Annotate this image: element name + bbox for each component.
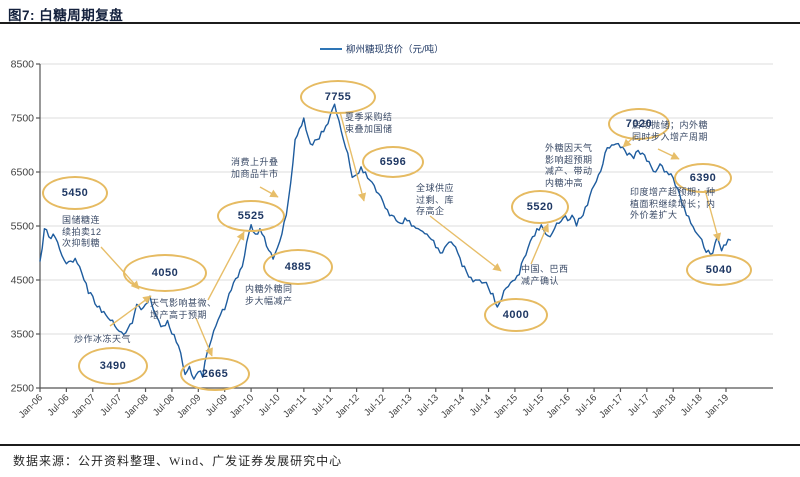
x-tick-label: Jul-15 — [520, 392, 546, 418]
y-tick-label: 7500 — [11, 113, 35, 125]
annotation-arrow — [109, 295, 152, 327]
x-tick-label: Jan-16 — [544, 392, 572, 420]
y-axis-labels: 8500 7500 6500 5500 4500 3500 2500 — [11, 59, 35, 395]
annotation-arrow — [704, 189, 722, 242]
legend-label: 柳州糖现货价（元/吨） — [346, 44, 444, 56]
x-tick-label: Jul-09 — [204, 392, 230, 418]
x-tick-label: Jul-11 — [310, 392, 336, 418]
annotation-arrow — [622, 134, 637, 148]
y-tick-label: 8500 — [11, 59, 35, 71]
x-tick-label: Jan-09 — [175, 392, 203, 420]
annotation-arrow — [657, 148, 680, 160]
x-tick-label: Jan-18 — [650, 392, 678, 420]
footer-rule — [0, 444, 800, 446]
y-tick-label: 5500 — [11, 221, 35, 233]
x-tick-label: Jul-07 — [98, 392, 124, 418]
x-tick-label: Jan-07 — [70, 392, 98, 420]
title-rule — [0, 22, 800, 24]
annotation-arrow — [195, 317, 213, 357]
y-tick-label: 3500 — [11, 329, 35, 341]
x-tick-label: Jul-14 — [468, 392, 494, 418]
annotation-arrow — [259, 186, 279, 198]
x-tick-label: Jul-12 — [362, 392, 388, 418]
x-tick-label: Jul-18 — [679, 392, 705, 418]
x-tick-label: Jul-06 — [45, 392, 71, 418]
x-tick-label: Jul-10 — [257, 392, 283, 418]
gridlines — [40, 63, 773, 335]
x-tick-label: Jan-12 — [333, 392, 361, 420]
annotation-arrow — [207, 231, 245, 301]
y-tick-label: 2500 — [11, 383, 35, 395]
x-tick-label: Jan-08 — [122, 392, 150, 420]
x-tick-label: Jan-06 — [17, 392, 45, 420]
y-tick-label: 6500 — [11, 167, 35, 179]
annotation-arrow — [429, 215, 502, 272]
x-tick-label: Jul-13 — [415, 392, 441, 418]
legend: 柳州糖现货价（元/吨） — [320, 44, 444, 56]
x-tick-label: Jul-17 — [626, 392, 652, 418]
axes — [36, 63, 773, 392]
x-tick-label: Jan-13 — [386, 392, 414, 420]
price-line — [39, 103, 732, 380]
figure-title: 图7: 白糖周期复盘 — [8, 8, 124, 23]
x-tick-label: Jan-15 — [492, 392, 520, 420]
x-tick-label: Jul-08 — [151, 392, 177, 418]
x-tick-label: Jan-14 — [439, 392, 467, 420]
source-note: 数据来源：公开资料整理、Wind、广发证券发展研究中心 — [13, 454, 343, 468]
annotation-arrow — [339, 111, 367, 202]
x-tick-label: Jan-10 — [228, 392, 256, 420]
x-tick-label: Jan-19 — [703, 392, 731, 420]
x-tick-label: Jul-16 — [573, 392, 599, 418]
x-tick-label: Jan-17 — [597, 392, 625, 420]
annotation-arrows — [100, 111, 722, 357]
annotation-arrow — [530, 223, 549, 265]
annotation-arrow — [100, 246, 140, 290]
y-tick-label: 4500 — [11, 275, 35, 287]
x-tick-label: Jan-11 — [281, 392, 309, 420]
